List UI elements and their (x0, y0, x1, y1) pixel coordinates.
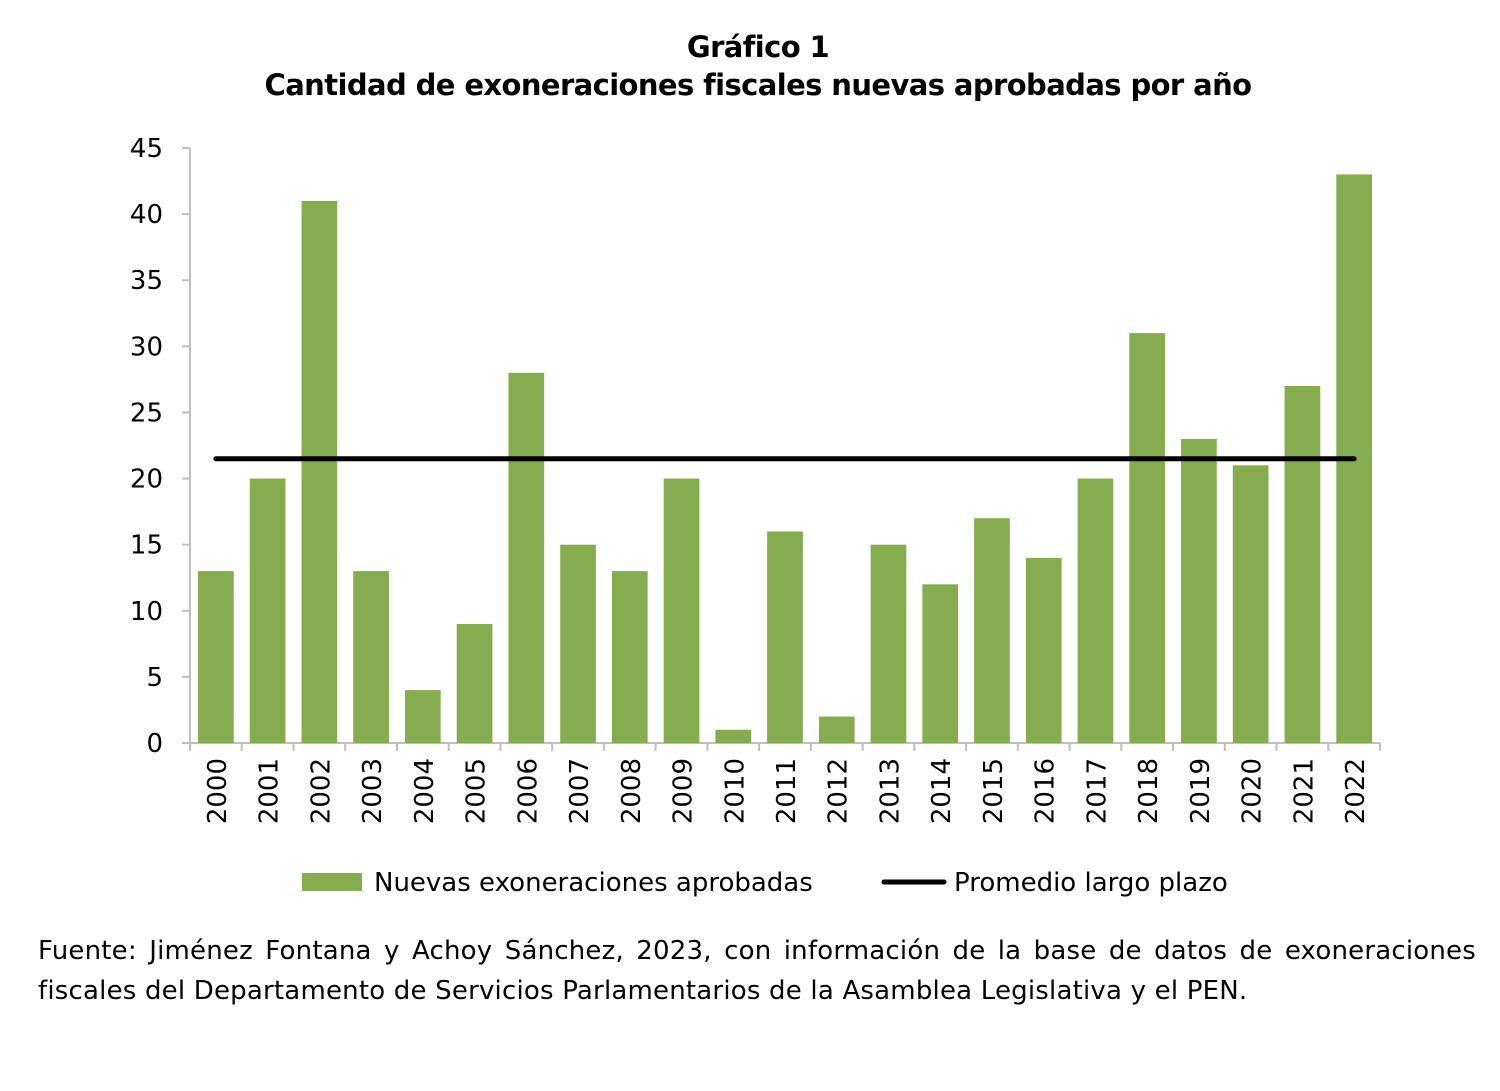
x-tick-label: 2014 (927, 758, 957, 824)
x-tick-label: 2017 (1082, 758, 1112, 824)
bar (870, 544, 907, 743)
x-tick-label: 2008 (617, 758, 647, 824)
x-tick-label: 2021 (1289, 758, 1319, 824)
bar (767, 531, 803, 743)
bar-series (198, 174, 1372, 743)
bar (818, 716, 855, 743)
bar (1232, 465, 1269, 743)
x-tick-label: 2011 (772, 758, 802, 824)
y-tick-label: 0 (146, 729, 163, 759)
y-tick-label: 35 (130, 266, 163, 296)
chart-subtitle: Cantidad de exoneraciones fiscales nueva… (264, 68, 1253, 102)
x-axis: 2000 2001 2002 2003 2004 2005 2006 2007 2008 2009… (189, 742, 1381, 824)
source-note: Fuente: Jiménez Fontana y Achoy Sánchez,… (38, 936, 1476, 1006)
y-tick-label: 45 (130, 134, 163, 164)
x-tick-label: 2002 (306, 758, 336, 824)
legend-label-line: Promedio largo plazo (954, 868, 1228, 898)
bar (1181, 438, 1217, 743)
chart-title-block: Gráfico 1 Cantidad de exoneraciones fisc… (0, 28, 1500, 104)
y-tick-label: 40 (130, 200, 163, 230)
bar (508, 372, 545, 743)
x-tick-label: 2015 (979, 758, 1009, 824)
bar (1025, 557, 1062, 743)
bar (560, 544, 596, 743)
x-tick-label: 2006 (513, 758, 543, 824)
x-tick-label: 2007 (565, 758, 595, 824)
bar (249, 478, 286, 743)
x-tick-label: 2004 (410, 758, 440, 824)
x-tick-label: 2018 (1134, 758, 1164, 824)
bar (1284, 386, 1321, 743)
y-tick-label: 5 (146, 663, 163, 693)
bar (974, 518, 1010, 743)
x-tick-label: 2003 (358, 758, 388, 824)
x-tick-label: 2022 (1341, 758, 1371, 824)
y-tick-label: 30 (130, 332, 163, 362)
bar (715, 729, 752, 743)
bar (456, 624, 493, 743)
x-tick-label: 2001 (255, 758, 285, 824)
bar (301, 200, 338, 743)
y-axis: 0 5 10 15 20 25 30 35 40 45 (130, 134, 191, 759)
bar (198, 571, 234, 743)
legend-label-bars: Nuevas exoneraciones aprobadas (374, 868, 813, 898)
y-tick-label: 10 (130, 597, 163, 627)
legend: Nuevas exoneraciones aprobadas Promedio l… (302, 868, 1228, 898)
y-tick-label: 20 (130, 465, 163, 495)
x-tick-label: 2016 (1031, 758, 1061, 824)
y-tick-label: 25 (130, 398, 163, 428)
bar (663, 478, 700, 743)
x-tick-label: 2005 (462, 758, 492, 824)
x-tick-label: 2012 (824, 758, 854, 824)
bar (1077, 478, 1114, 743)
x-tick-label: 2020 (1238, 758, 1268, 824)
x-tick-label: 2000 (203, 758, 233, 824)
bar (404, 690, 441, 743)
x-tick-label: 2009 (669, 758, 699, 824)
y-tick-label: 15 (130, 531, 163, 561)
legend-swatch-bars (302, 873, 362, 891)
chart-title: Gráfico 1 (686, 30, 830, 64)
bar (611, 571, 648, 743)
bar (922, 584, 959, 743)
x-tick-label: 2010 (720, 758, 750, 824)
bar (1129, 333, 1166, 743)
bar (353, 571, 389, 743)
x-tick-label: 2013 (875, 758, 905, 824)
x-tick-label: 2019 (1186, 758, 1216, 824)
